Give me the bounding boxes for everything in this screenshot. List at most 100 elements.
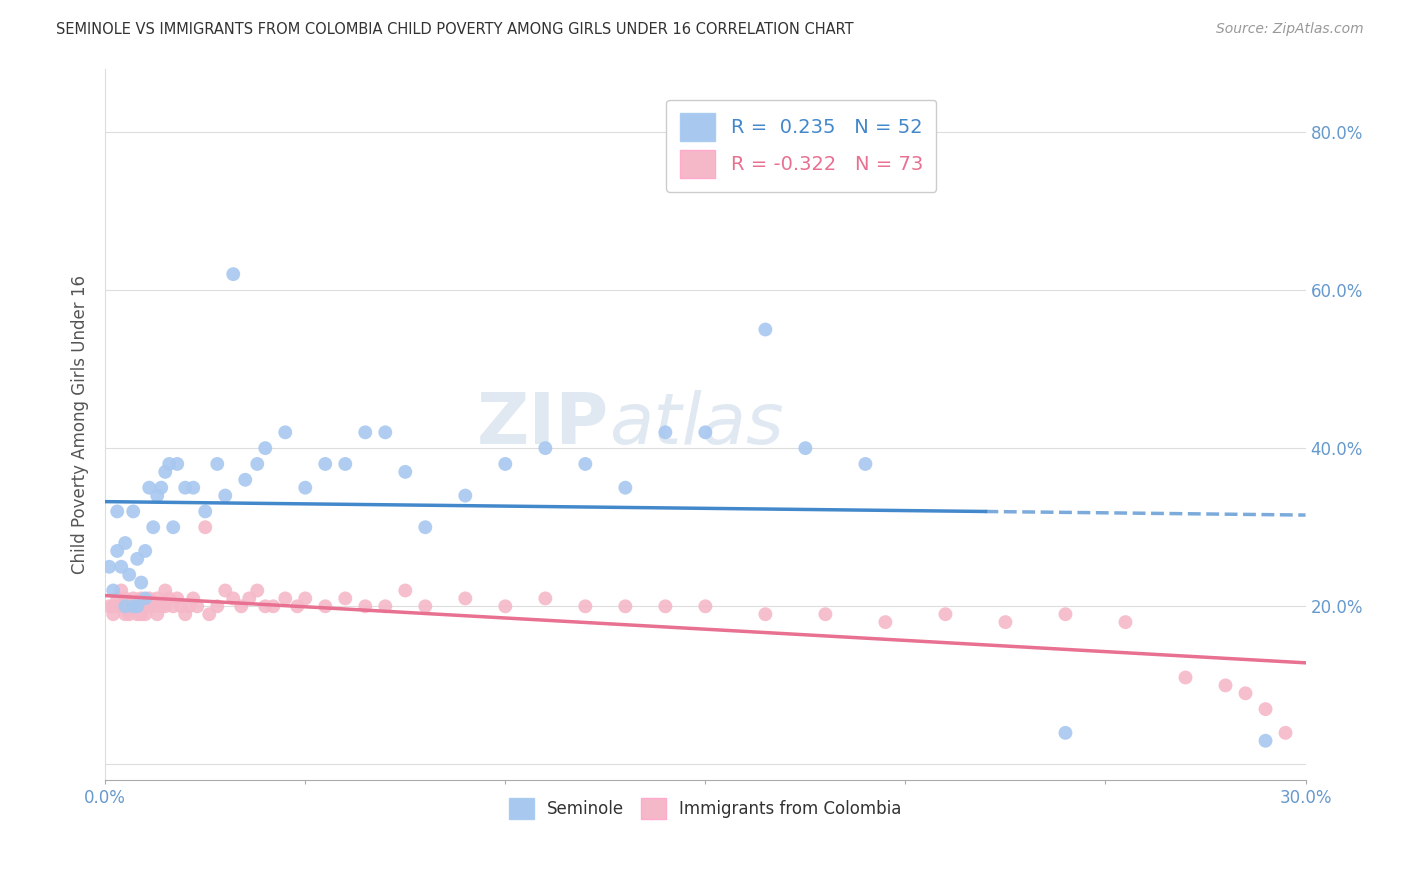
Point	[695, 599, 717, 614]
Point	[114, 607, 136, 622]
Point	[1114, 615, 1136, 629]
Point	[127, 552, 149, 566]
Point	[454, 489, 477, 503]
Point	[534, 441, 557, 455]
Point	[118, 567, 141, 582]
Point	[233, 473, 256, 487]
Point	[146, 489, 169, 503]
Point	[122, 591, 145, 606]
Point	[654, 599, 676, 614]
Point	[1174, 671, 1197, 685]
Point	[231, 599, 253, 614]
Point	[150, 599, 173, 614]
Point	[142, 520, 165, 534]
Point	[122, 599, 145, 614]
Point	[198, 607, 221, 622]
Point	[122, 504, 145, 518]
Point	[146, 607, 169, 622]
Point	[1254, 702, 1277, 716]
Point	[103, 599, 125, 614]
Text: atlas: atlas	[609, 390, 785, 458]
Point	[155, 599, 177, 614]
Point	[1054, 607, 1077, 622]
Point	[1215, 678, 1237, 692]
Point	[314, 457, 336, 471]
Point	[214, 583, 236, 598]
Point	[146, 591, 169, 606]
Point	[186, 599, 208, 614]
Point	[105, 544, 128, 558]
Point	[127, 607, 149, 622]
Point	[166, 591, 188, 606]
Point	[934, 607, 956, 622]
Point	[114, 591, 136, 606]
Point	[114, 536, 136, 550]
Point	[654, 425, 676, 440]
Point	[294, 481, 316, 495]
Point	[105, 591, 128, 606]
Point	[494, 457, 516, 471]
Point	[110, 583, 132, 598]
Point	[174, 481, 197, 495]
Point	[274, 591, 297, 606]
Text: ZIP: ZIP	[477, 390, 609, 458]
Point	[814, 607, 837, 622]
Point	[129, 607, 152, 622]
Point	[754, 607, 776, 622]
Point	[1254, 733, 1277, 747]
Point	[413, 520, 436, 534]
Point	[138, 599, 160, 614]
Point	[238, 591, 260, 606]
Point	[110, 599, 132, 614]
Point	[134, 591, 156, 606]
Point	[262, 599, 284, 614]
Point	[181, 591, 204, 606]
Point	[614, 599, 637, 614]
Point	[138, 481, 160, 495]
Point	[222, 267, 245, 281]
Point	[181, 481, 204, 495]
Point	[155, 583, 177, 598]
Point	[314, 599, 336, 614]
Point	[134, 607, 156, 622]
Point	[166, 457, 188, 471]
Point	[207, 457, 229, 471]
Point	[1274, 726, 1296, 740]
Point	[294, 591, 316, 606]
Point	[103, 583, 125, 598]
Point	[246, 457, 269, 471]
Point	[454, 591, 477, 606]
Point	[110, 559, 132, 574]
Point	[374, 425, 396, 440]
Point	[875, 615, 897, 629]
Point	[574, 599, 596, 614]
Point	[413, 599, 436, 614]
Point	[335, 457, 357, 471]
Y-axis label: Child Poverty Among Girls Under 16: Child Poverty Among Girls Under 16	[72, 275, 89, 574]
Point	[179, 599, 201, 614]
Point	[222, 591, 245, 606]
Point	[103, 607, 125, 622]
Point	[754, 322, 776, 336]
Point	[134, 544, 156, 558]
Text: SEMINOLE VS IMMIGRANTS FROM COLOMBIA CHILD POVERTY AMONG GIRLS UNDER 16 CORRELAT: SEMINOLE VS IMMIGRANTS FROM COLOMBIA CHI…	[56, 22, 853, 37]
Point	[335, 591, 357, 606]
Legend: Seminole, Immigrants from Colombia: Seminole, Immigrants from Colombia	[502, 792, 908, 825]
Point	[157, 457, 180, 471]
Point	[138, 591, 160, 606]
Point	[994, 615, 1017, 629]
Point	[695, 425, 717, 440]
Point	[855, 457, 877, 471]
Point	[285, 599, 308, 614]
Point	[127, 599, 149, 614]
Point	[214, 489, 236, 503]
Point	[274, 425, 297, 440]
Point	[105, 504, 128, 518]
Point	[246, 583, 269, 598]
Point	[105, 599, 128, 614]
Point	[794, 441, 817, 455]
Point	[254, 441, 277, 455]
Point	[127, 599, 149, 614]
Point	[98, 599, 121, 614]
Point	[574, 457, 596, 471]
